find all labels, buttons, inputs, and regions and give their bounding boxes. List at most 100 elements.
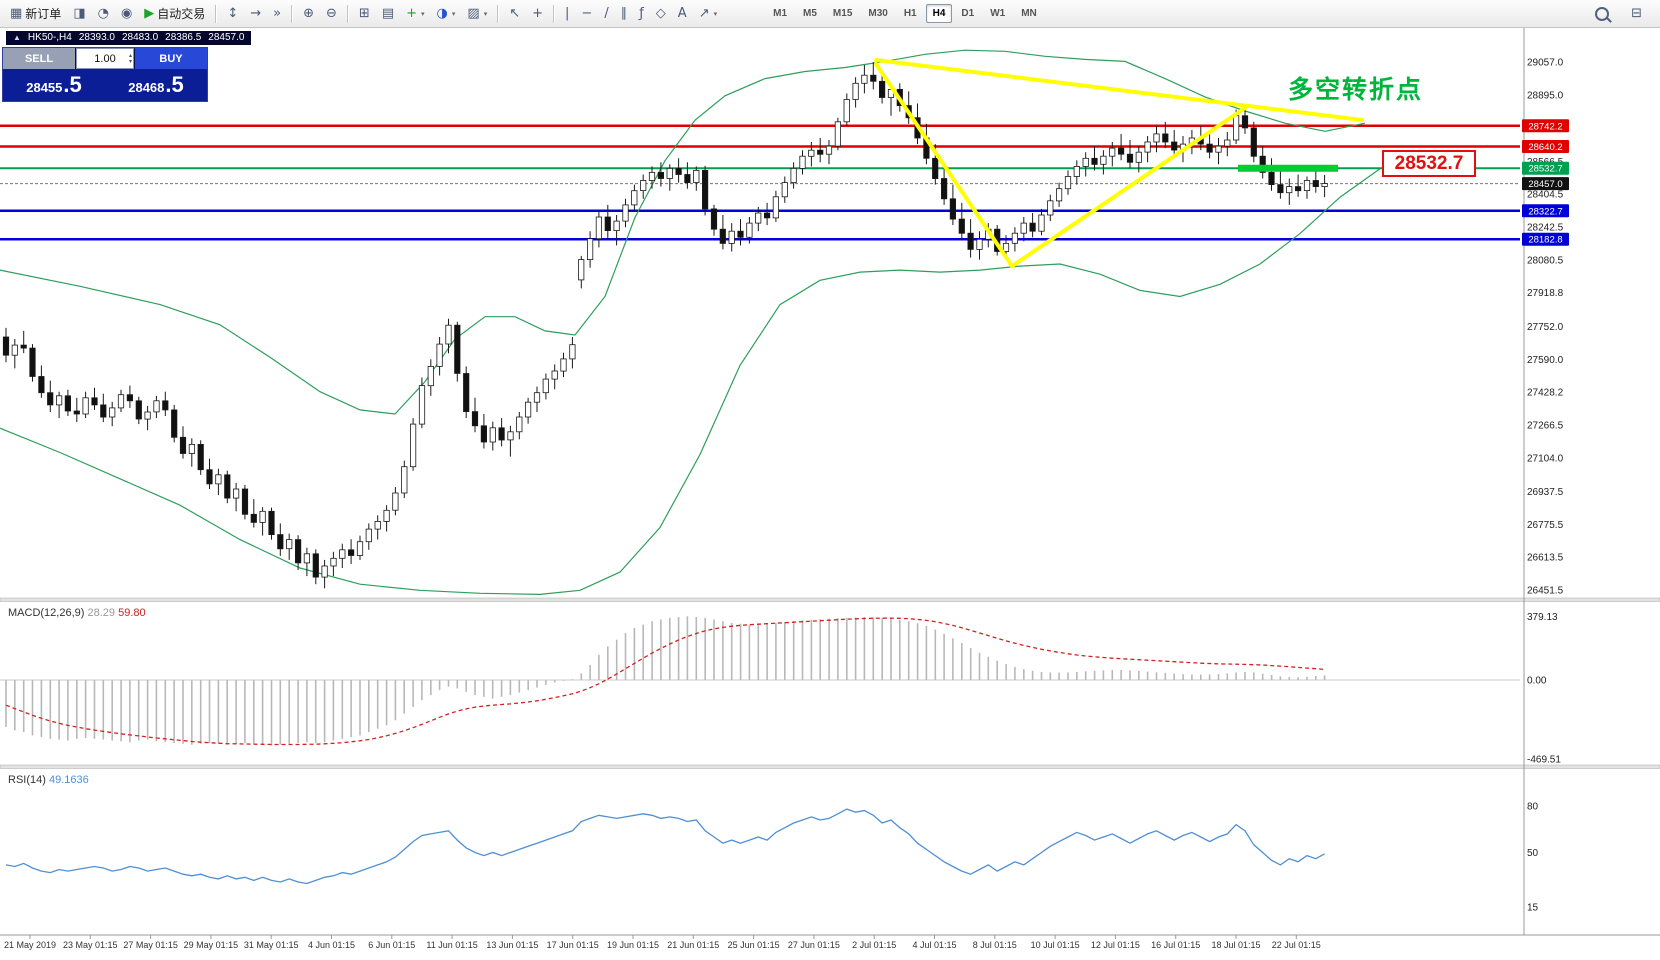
- macd-histogram-bar: [500, 680, 503, 697]
- candle-down: [126, 394, 133, 402]
- candle-up: [339, 549, 346, 559]
- zoom-out-icon[interactable]: ⊖: [321, 4, 342, 23]
- periods-icon[interactable]: ◑ ▾: [432, 4, 461, 23]
- timeframe-d1[interactable]: D1: [961, 8, 975, 19]
- collapse-icon[interactable]: ▲: [13, 33, 21, 42]
- panel-splitter[interactable]: [0, 597, 1660, 602]
- new-order-button[interactable]: ▦ 新订单: [5, 2, 66, 25]
- macd-histogram-bar: [1306, 677, 1308, 680]
- macd-histogram-bar: [270, 680, 273, 746]
- cursor-icon[interactable]: ↖: [504, 4, 525, 23]
- arrows-icon[interactable]: ↗ ▾: [694, 4, 722, 23]
- turning-point-annotation[interactable]: 多空转折点: [1288, 76, 1424, 104]
- macd-histogram-bar: [1084, 671, 1087, 680]
- candle-up: [790, 167, 797, 183]
- indicators-add-icon-dropdown[interactable]: ▾: [421, 9, 425, 18]
- macd-histogram-bar: [1182, 674, 1184, 680]
- data-window-icon[interactable]: ◔: [93, 4, 114, 23]
- time-axis-label: 21 May 2019: [4, 940, 56, 950]
- crosshair-icon[interactable]: +: [527, 4, 548, 23]
- candle-up: [525, 401, 532, 418]
- rsi-line: [5, 808, 1325, 885]
- one-click-trade-panel: SELL 1.00 ▴ ▾ BUY 28455.5 28468.5: [2, 47, 208, 102]
- candle-up: [631, 190, 638, 206]
- macd-histogram-bar: [969, 648, 972, 680]
- timeframe-h4[interactable]: H4: [925, 4, 953, 23]
- volume-spinner-arrows[interactable]: ▴ ▾: [128, 51, 132, 65]
- chart-list-icon[interactable]: ▤: [377, 4, 399, 23]
- periods-icon-dropdown[interactable]: ▾: [451, 9, 456, 18]
- text-icon[interactable]: A: [673, 4, 692, 23]
- candle-down: [958, 218, 965, 234]
- price-badge-label: 28182.8: [1528, 235, 1562, 246]
- time-axis-label: 27 May 01:15: [123, 940, 178, 950]
- candle-up: [188, 443, 195, 454]
- sell-button[interactable]: SELL: [3, 48, 76, 69]
- macd-histogram-bar: [1076, 671, 1078, 680]
- panel-splitter[interactable]: [0, 764, 1660, 769]
- channel-icon[interactable]: ∥: [616, 4, 633, 23]
- indicators-add-icon[interactable]: + ▾: [401, 4, 429, 23]
- vertical-line-icon[interactable]: |: [560, 4, 574, 23]
- candle-down: [347, 549, 355, 556]
- macd-histogram-bar: [182, 680, 184, 744]
- price-badge-label: 28532.7: [1528, 164, 1562, 175]
- timeframe-h1[interactable]: H1: [903, 8, 917, 19]
- low-value: 28386.5: [165, 32, 202, 43]
- volume-stepper[interactable]: 1.00 ▴ ▾: [76, 48, 134, 69]
- trendline-icon[interactable]: /: [599, 4, 613, 23]
- buy-price[interactable]: 28468.5: [105, 72, 207, 98]
- horizontal-line-icon[interactable]: −: [576, 4, 597, 23]
- macd-histogram-bar: [890, 618, 892, 680]
- arrows-icon-dropdown[interactable]: ▾: [713, 9, 718, 18]
- fibonacci-icon[interactable]: ƒ: [634, 4, 649, 23]
- scale-icon[interactable]: ↕: [222, 4, 243, 23]
- layout-icon[interactable]: ⊟: [1626, 4, 1647, 23]
- templates-icon[interactable]: ▨ ▾: [462, 4, 492, 23]
- candle-up: [693, 169, 700, 183]
- candle-down: [684, 174, 691, 184]
- candle-up: [666, 167, 673, 179]
- candle-up: [852, 82, 859, 100]
- upper-yellow-trendline[interactable]: [874, 58, 1364, 122]
- navigator-icon[interactable]: ◉: [116, 4, 137, 23]
- macd-histogram-bar: [916, 623, 919, 680]
- macd-histogram-bar: [545, 680, 547, 685]
- candle-down: [64, 395, 71, 412]
- candle-up: [1233, 115, 1240, 141]
- auto-trading-button[interactable]: ▶ 自动交易: [139, 2, 210, 25]
- macd-histogram-bar: [863, 617, 866, 680]
- templates-icon-dropdown[interactable]: ▾: [483, 9, 488, 18]
- time-axis-label: 21 Jun 01:15: [667, 940, 719, 950]
- sell-price[interactable]: 28455.5: [3, 72, 105, 98]
- shapes-icon[interactable]: ◇: [651, 4, 671, 23]
- macd-histogram-bar: [837, 618, 839, 680]
- timeframe-m5[interactable]: M5: [803, 8, 817, 19]
- auto-scroll-icon[interactable]: »: [268, 4, 286, 23]
- yellow-zigzag-down[interactable]: [874, 62, 1014, 269]
- timeframe-w1[interactable]: W1: [990, 8, 1006, 19]
- tile-windows-icon[interactable]: ⊞: [354, 4, 375, 23]
- macd-histogram-bar: [1031, 670, 1034, 680]
- market-watch-icon[interactable]: ◨: [68, 4, 90, 23]
- timeframe-m1[interactable]: M1: [773, 8, 788, 19]
- search-icon[interactable]: [1590, 4, 1614, 24]
- macd-histogram-bar: [509, 680, 512, 696]
- timeframe-m15[interactable]: M15: [832, 8, 853, 19]
- chart-canvas[interactable]: 379.13 0.00 -469.51 MACD(12,26,9) 28.29 59.…: [0, 28, 1660, 955]
- candle-up: [648, 171, 656, 181]
- price-callout-label[interactable]: 28532.7: [1382, 150, 1476, 177]
- timeframe-mn[interactable]: MN: [1021, 8, 1037, 19]
- candle-up: [427, 365, 434, 387]
- candle-up: [445, 324, 452, 345]
- candle-down: [941, 178, 948, 200]
- yellow-zigzag-up[interactable]: [1010, 106, 1247, 269]
- timeframe-m30[interactable]: M30: [868, 8, 888, 19]
- shift-chart-icon[interactable]: →: [245, 4, 266, 23]
- buy-button[interactable]: BUY: [134, 48, 207, 69]
- horizontal-line-icon: −: [581, 6, 593, 21]
- macd-histogram-bar: [323, 680, 326, 743]
- price-axis-label: 26613.5: [1527, 553, 1564, 564]
- zoom-in-icon[interactable]: ⊕: [298, 4, 319, 23]
- candle-down: [604, 216, 611, 232]
